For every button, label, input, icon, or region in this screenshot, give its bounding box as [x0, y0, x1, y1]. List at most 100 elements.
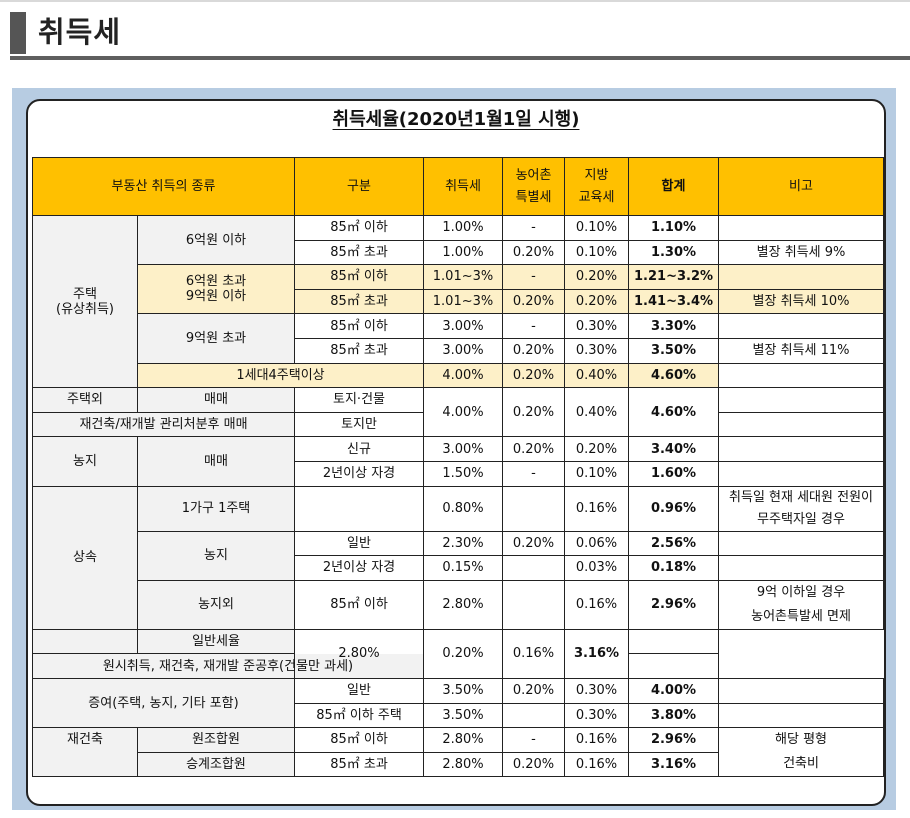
table-row: 85㎡ 이하 주택 3.50% 0.30% 3.80% [33, 702, 884, 729]
edu-cell: 0.03% [564, 555, 630, 581]
edu-cell: 0.16% [502, 628, 566, 679]
edu-cell: 0.20% [564, 436, 630, 462]
rural-cell: 0.20% [502, 288, 566, 315]
top-divider [0, 0, 910, 2]
card-title: 취득세율(2020년1월1일 시행) [28, 105, 884, 131]
general-rate-label: 일반세율 [136, 628, 296, 655]
rural-cell: 0.20% [502, 239, 566, 266]
acquisition-tax-table: 부동산 취득의 종류 구분 취득세 농어촌 특별세 지방 교육세 합계 비고 주택(… [31, 157, 884, 778]
edu-cell: 0.16% [564, 579, 630, 630]
acq-cell: 2.30% [423, 530, 504, 557]
area-cell: 85㎡ 이하 [294, 215, 425, 241]
housing-over9-label: 9억원 초과 [136, 313, 296, 364]
edu-cell: 0.06% [564, 530, 630, 557]
area-cell: 85㎡ 이하 주택 [294, 702, 425, 729]
housing-under6-label: 6억원 이하 [136, 214, 296, 266]
header-total: 합계 [628, 157, 720, 216]
table-row: 승계조합원 85㎡ 초과 2.80% 0.20% 0.16% 3.16% [33, 751, 884, 778]
note-cell [718, 411, 884, 438]
area-cell: 85㎡ 초과 [294, 337, 425, 364]
total-cell: 4.60% [628, 387, 720, 438]
rural-cell: - [502, 313, 566, 339]
edu-cell: 0.10% [564, 460, 630, 487]
rural-cell: 0.20% [423, 628, 504, 679]
area-cell: 일반 [294, 530, 425, 557]
rural-cell [502, 579, 566, 630]
rural-cell: - [502, 264, 566, 290]
total-cell: 3.16% [628, 751, 720, 778]
one-home-note: 취득일 현재 세대원 전원이 무주택자일 경우 [718, 485, 884, 532]
rural-cell: - [502, 215, 566, 241]
nonfarm-note: 9억 이하일 경우 농어촌특발세 면제 [718, 579, 884, 630]
total-cell: 3.16% [564, 628, 630, 679]
edu-cell: 0.10% [564, 215, 630, 241]
area-cell: 85㎡ 이하 [294, 313, 425, 339]
rebuild-note: 해당 평형 건축비 [718, 727, 884, 778]
acq-cell: 3.50% [423, 677, 504, 704]
reconstruction-label: 재건축/재개발 관리처분후 매매 [31, 411, 296, 438]
page-title: 취득세 [38, 15, 122, 49]
note-cell [718, 702, 884, 729]
rural-cell [502, 555, 566, 581]
table-row: 주택외 매매 토지·건물 4.00% 0.20% 0.40% 4.60% [32, 387, 884, 438]
area-cell: 85㎡ 초과 [294, 239, 425, 266]
table-row: 일반세율 2.80% 0.20% 0.16% 3.16% [32, 628, 884, 679]
table-row: 농지 매매 신규 3.00% 0.20% 0.20% 3.40% [32, 436, 884, 487]
rural-cell: 0.20% [502, 337, 566, 364]
table-row: 1세대4주택이상 4.00% 0.20% 0.40% 4.60% [32, 362, 884, 389]
acq-cell: 0.80% [423, 485, 504, 532]
note-cell [718, 362, 884, 389]
note-cell [718, 677, 884, 704]
rural-cell: 0.20% [502, 677, 566, 704]
tax-rate-card: 취득세율(2020년1월1일 시행) 부동산 취득의 종류 구분 취득세 농어촌… [26, 99, 886, 806]
inherit-farm-label: 농지 [136, 530, 296, 581]
note-cell [718, 460, 884, 487]
total-cell: 3.50% [628, 337, 720, 364]
rural-cell [502, 485, 566, 532]
edu-cell: 0.30% [564, 337, 630, 364]
farmland-trade: 매매 [136, 436, 296, 487]
farmland-label: 농지 [32, 436, 138, 487]
rural-cell: - [502, 727, 566, 753]
header-rural-tax: 농어촌 특별세 [502, 157, 566, 216]
edu-cell: 0.40% [564, 362, 630, 389]
table-row: 농지 일반 2.30% 0.20% 0.06% 2.56% [33, 530, 884, 581]
rural-cell: 0.20% [502, 436, 566, 462]
rural-cell: - [502, 460, 566, 487]
edu-cell: 0.20% [564, 288, 630, 315]
total-cell: 4.00% [628, 677, 720, 704]
housing-label: 주택 (유상취득) [32, 214, 138, 389]
total-cell: 1.60% [628, 460, 720, 487]
area-cell: 2년이상 자경 [294, 460, 425, 487]
empty-cell [32, 628, 138, 654]
acq-cell: 1.00% [423, 239, 504, 266]
edu-cell: 0.30% [564, 677, 630, 704]
total-cell: 1.10% [628, 215, 720, 241]
edu-cell: 0.20% [564, 264, 630, 290]
heading-bar [10, 12, 26, 54]
land-building-cell: 토지·건물 [294, 387, 425, 413]
card-title-text: 취득세율(2020년1월1일 시행) [332, 109, 580, 130]
total-cell: 3.80% [628, 702, 720, 729]
acq-cell: 4.00% [423, 387, 504, 438]
acq-cell: 1.01~3% [423, 288, 504, 315]
total-cell: 2.56% [628, 530, 720, 557]
total-cell: 2.96% [628, 579, 720, 630]
header-acq-tax: 취득세 [423, 157, 504, 216]
table-row: 재건축/재개발 관리처분후 매매 토지만 [31, 411, 884, 438]
table-header-row: 부동산 취득의 종류 구분 취득세 농어촌 특별세 지방 교육세 합계 비고 [31, 157, 884, 216]
edu-cell: 0.16% [564, 751, 630, 778]
edu-cell: 0.10% [564, 239, 630, 266]
area-cell: 일반 [294, 677, 425, 704]
acq-cell: 3.00% [423, 313, 504, 339]
member-cell: 승계조합원 [136, 751, 296, 778]
header-kind: 부동산 취득의 종류 [31, 157, 296, 216]
acq-cell: 2.80% [423, 579, 504, 630]
acq-cell: 3.50% [423, 702, 504, 729]
note-cell: 별장 취득세 11% [718, 337, 884, 364]
acq-cell: 2.80% [423, 751, 504, 778]
table-row: 2년이상 자경 1.50% - 0.10% 1.60% [33, 460, 884, 487]
rural-cell: 0.20% [502, 751, 566, 778]
note-cell [718, 215, 884, 241]
note-cell [628, 628, 720, 655]
